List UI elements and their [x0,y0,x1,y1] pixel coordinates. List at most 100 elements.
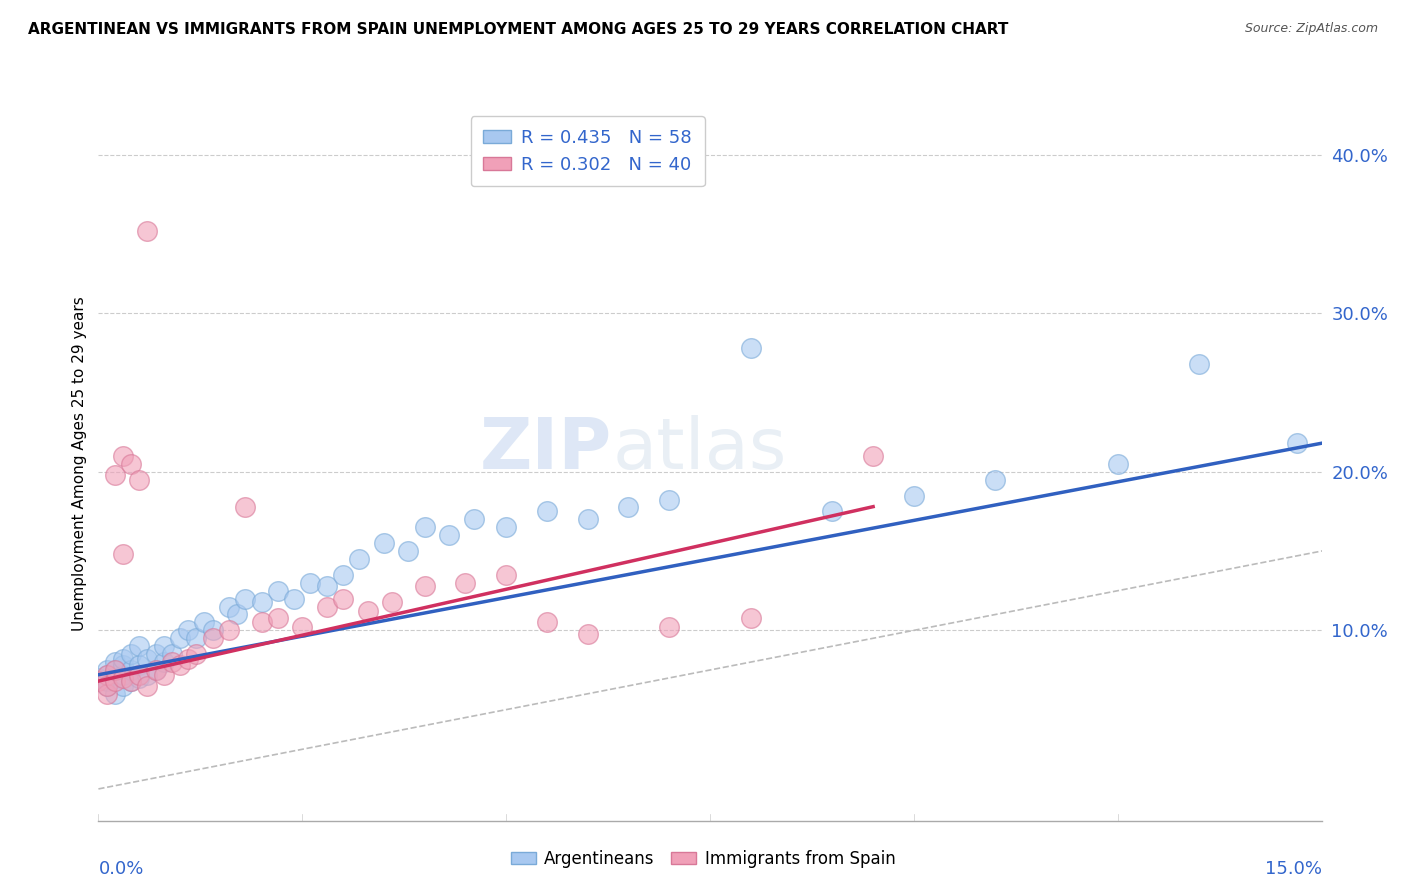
Point [233,591,256,606]
Point [1107,457,1129,471]
Point [984,473,1007,487]
Point [128,667,150,681]
Point [128,639,150,653]
Point [128,473,150,487]
Point [1188,357,1211,371]
Point [658,620,681,634]
Point [283,591,305,606]
Point [177,624,200,638]
Point [250,615,273,630]
Point [356,604,378,618]
Point [536,615,558,630]
Point [111,658,134,673]
Point [201,632,224,646]
Point [96,679,118,693]
Point [111,679,134,693]
Point [136,667,159,681]
Point [104,655,127,669]
Text: 0.0%: 0.0% [98,860,143,879]
Point [193,615,215,630]
Point [233,500,256,514]
Point [903,489,925,503]
Point [111,671,134,685]
Point [381,595,404,609]
Point [120,663,142,677]
Point [96,674,118,689]
Point [576,512,599,526]
Point [201,624,224,638]
Point [111,667,134,681]
Point [250,595,273,609]
Point [315,579,337,593]
Point [413,579,436,593]
Point [160,655,183,669]
Point [104,467,127,482]
Point [169,632,191,646]
Point [454,575,477,590]
Point [658,493,681,508]
Point [315,599,337,614]
Text: Source: ZipAtlas.com: Source: ZipAtlas.com [1244,22,1378,36]
Point [413,520,436,534]
Text: atlas: atlas [612,415,786,484]
Point [226,607,249,622]
Point [152,639,174,653]
Point [186,647,208,661]
Point [104,663,127,677]
Point [536,504,558,518]
Point [332,591,354,606]
Point [145,663,167,677]
Point [96,687,118,701]
Point [1286,436,1309,450]
Point [111,449,134,463]
Point [332,567,354,582]
Point [218,624,240,638]
Point [267,610,290,624]
Point [136,679,159,693]
Text: ZIP: ZIP [479,415,612,484]
Point [104,674,127,689]
Point [111,652,134,666]
Point [740,610,762,624]
Point [437,528,460,542]
Point [128,658,150,673]
Legend: R = 0.435   N = 58, R = 0.302   N = 40: R = 0.435 N = 58, R = 0.302 N = 40 [471,116,704,186]
Legend: Argentineans, Immigrants from Spain: Argentineans, Immigrants from Spain [503,844,903,875]
Y-axis label: Unemployment Among Ages 25 to 29 years: Unemployment Among Ages 25 to 29 years [72,296,87,632]
Point [267,583,290,598]
Point [145,647,167,661]
Point [120,674,142,689]
Point [349,552,371,566]
Point [87,671,110,685]
Point [96,667,118,681]
Point [96,679,118,693]
Point [740,341,762,355]
Point [120,674,142,689]
Point [169,658,191,673]
Point [299,575,322,590]
Point [120,457,142,471]
Point [218,599,240,614]
Point [136,652,159,666]
Point [104,687,127,701]
Point [862,449,884,463]
Text: 15.0%: 15.0% [1264,860,1322,879]
Point [495,567,517,582]
Point [291,620,314,634]
Point [396,544,419,558]
Point [152,655,174,669]
Point [463,512,485,526]
Point [96,663,118,677]
Point [821,504,844,518]
Point [617,500,640,514]
Point [96,667,118,681]
Point [160,647,183,661]
Point [186,632,208,646]
Point [128,671,150,685]
Point [373,536,395,550]
Point [104,671,127,685]
Point [576,626,599,640]
Point [120,647,142,661]
Point [104,663,127,677]
Point [152,667,174,681]
